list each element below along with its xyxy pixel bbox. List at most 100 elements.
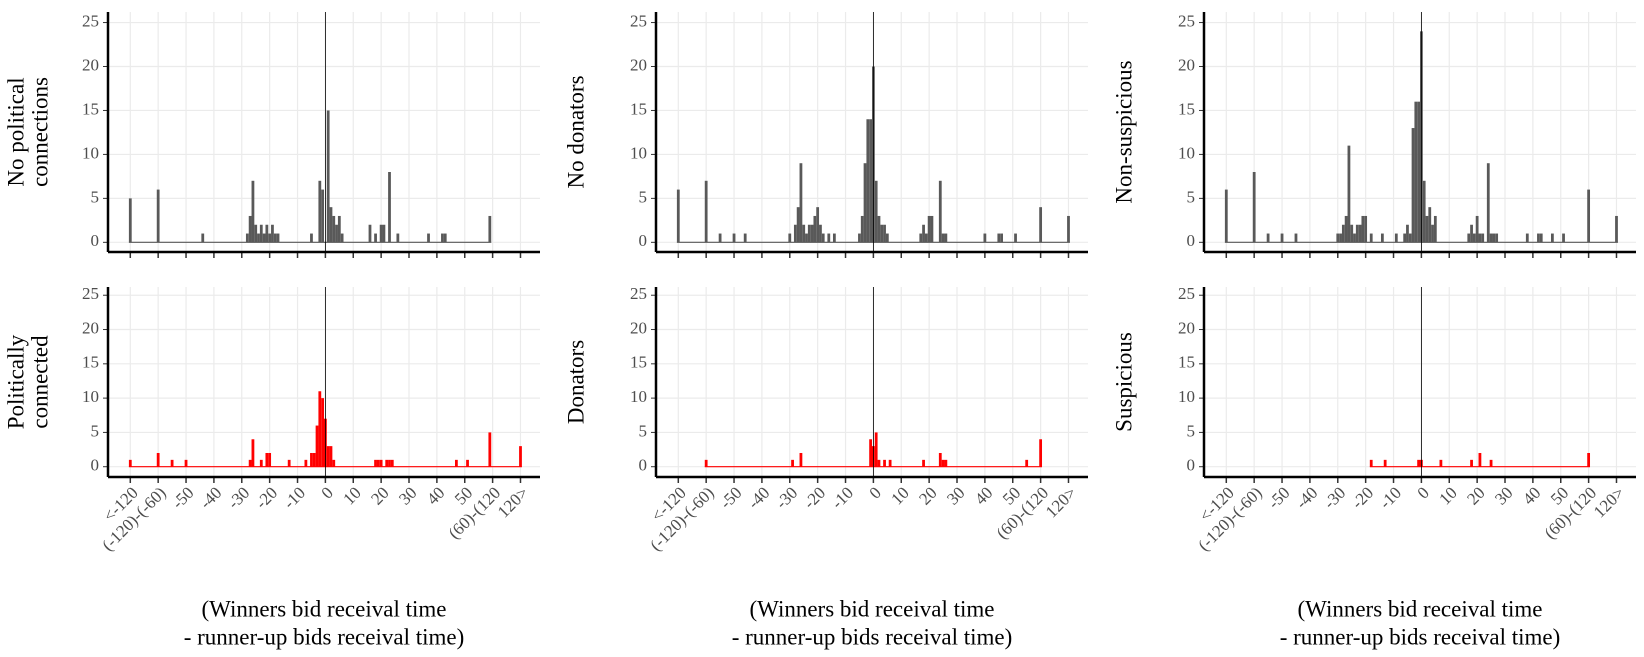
x-axis-label: (Winners bid receival time bbox=[202, 596, 447, 621]
y-tick-label: 25 bbox=[82, 284, 99, 303]
bar bbox=[1408, 233, 1412, 243]
x-tick-label: -30 bbox=[772, 483, 801, 512]
y-tick-label: 0 bbox=[1187, 231, 1196, 250]
panel: 0 5 10 15 20 25 No political connections bbox=[3, 11, 540, 258]
bar bbox=[287, 459, 291, 467]
y-axis-label: No donators bbox=[563, 75, 588, 188]
x-tick-label: 20 bbox=[915, 483, 940, 508]
bar bbox=[1339, 233, 1342, 243]
bar bbox=[877, 459, 881, 467]
y-tick-label: 10 bbox=[630, 387, 647, 406]
bar bbox=[326, 446, 330, 467]
bar bbox=[454, 459, 458, 467]
x-tick-label: 0 bbox=[866, 483, 885, 502]
y-tick-label: 0 bbox=[639, 456, 648, 475]
x-tick-label: 20 bbox=[1463, 483, 1488, 508]
y-tick-label: 25 bbox=[630, 284, 647, 303]
bar bbox=[304, 459, 308, 467]
bar bbox=[1422, 180, 1426, 243]
bar bbox=[1224, 189, 1228, 243]
bar bbox=[938, 452, 942, 467]
bar bbox=[156, 189, 160, 243]
x-tick-label: 10 bbox=[1435, 483, 1460, 508]
bar bbox=[1615, 215, 1618, 243]
bar bbox=[1425, 215, 1429, 243]
y-axis-label: No political bbox=[3, 77, 28, 186]
bar bbox=[704, 459, 708, 467]
bar bbox=[379, 459, 383, 467]
bar bbox=[251, 180, 255, 243]
y-tick-label: 0 bbox=[1187, 456, 1196, 475]
bar bbox=[1364, 215, 1368, 243]
bar bbox=[1369, 233, 1373, 243]
bar bbox=[732, 233, 736, 243]
bar bbox=[390, 459, 394, 467]
x-tick-label: -30 bbox=[224, 483, 253, 512]
bar bbox=[1361, 215, 1365, 243]
bar bbox=[883, 224, 886, 243]
panel: 0 5 10 15 20 25 Non-suspicious bbox=[1111, 11, 1636, 258]
x-tick-label: 30 bbox=[395, 483, 420, 508]
x-axis-label: (Winners bid receival time bbox=[750, 596, 995, 621]
y-axis-label: Donators bbox=[563, 340, 588, 424]
y-tick-label: 0 bbox=[91, 231, 100, 250]
bar bbox=[869, 119, 872, 243]
x-tick-label: -30 bbox=[1320, 483, 1349, 512]
bar bbox=[318, 180, 322, 243]
bar bbox=[156, 452, 160, 467]
bar bbox=[877, 215, 881, 243]
y-tick-label: 25 bbox=[1178, 284, 1195, 303]
bar bbox=[1467, 233, 1471, 243]
bar bbox=[1406, 224, 1409, 243]
y-tick-label: 15 bbox=[630, 99, 647, 118]
y-tick-label: 15 bbox=[1178, 99, 1195, 118]
x-tick-label: 120> bbox=[1042, 483, 1080, 521]
bar bbox=[922, 459, 925, 467]
bar bbox=[374, 459, 377, 467]
x-tick-label: 20 bbox=[367, 483, 392, 508]
bar bbox=[1492, 233, 1496, 243]
bar bbox=[1489, 233, 1493, 243]
bar bbox=[858, 233, 861, 243]
bar bbox=[1486, 163, 1490, 243]
bar bbox=[1428, 207, 1432, 243]
bar bbox=[874, 432, 878, 467]
bar bbox=[1417, 101, 1420, 243]
bar bbox=[1478, 233, 1482, 243]
bar bbox=[332, 459, 336, 467]
bar bbox=[827, 233, 831, 243]
bar bbox=[427, 233, 430, 243]
bar bbox=[743, 233, 747, 243]
bar bbox=[128, 459, 132, 467]
y-tick-label: 20 bbox=[630, 55, 647, 74]
bar bbox=[997, 233, 1001, 243]
bar bbox=[385, 459, 389, 467]
y-tick-label: 20 bbox=[630, 318, 647, 337]
bar bbox=[1353, 233, 1356, 243]
y-tick-label: 0 bbox=[639, 231, 648, 250]
bar bbox=[863, 163, 867, 243]
bar bbox=[927, 215, 931, 243]
y-tick-label: 5 bbox=[639, 187, 648, 206]
x-axis-label: (Winners bid receival time bbox=[1298, 596, 1543, 621]
x-tick-label: -50 bbox=[168, 483, 197, 512]
bar bbox=[1587, 189, 1591, 243]
bar bbox=[388, 172, 391, 243]
y-tick-label: 10 bbox=[82, 387, 99, 406]
bar bbox=[1562, 233, 1565, 243]
x-tick-label: -50 bbox=[1264, 483, 1293, 512]
bar bbox=[941, 459, 945, 467]
bar bbox=[273, 233, 277, 243]
y-tick-label: 25 bbox=[630, 11, 647, 30]
panel: 0510152025<-120(-120)-(-60)-50-40-30-20-… bbox=[3, 284, 540, 649]
bar bbox=[799, 163, 803, 243]
bar bbox=[170, 459, 174, 467]
bar bbox=[1489, 459, 1493, 467]
bar bbox=[332, 215, 336, 243]
bar bbox=[1525, 233, 1529, 243]
bar bbox=[1355, 224, 1359, 243]
bar bbox=[259, 459, 263, 467]
x-tick-label: 0 bbox=[318, 483, 337, 502]
bar bbox=[941, 233, 945, 243]
